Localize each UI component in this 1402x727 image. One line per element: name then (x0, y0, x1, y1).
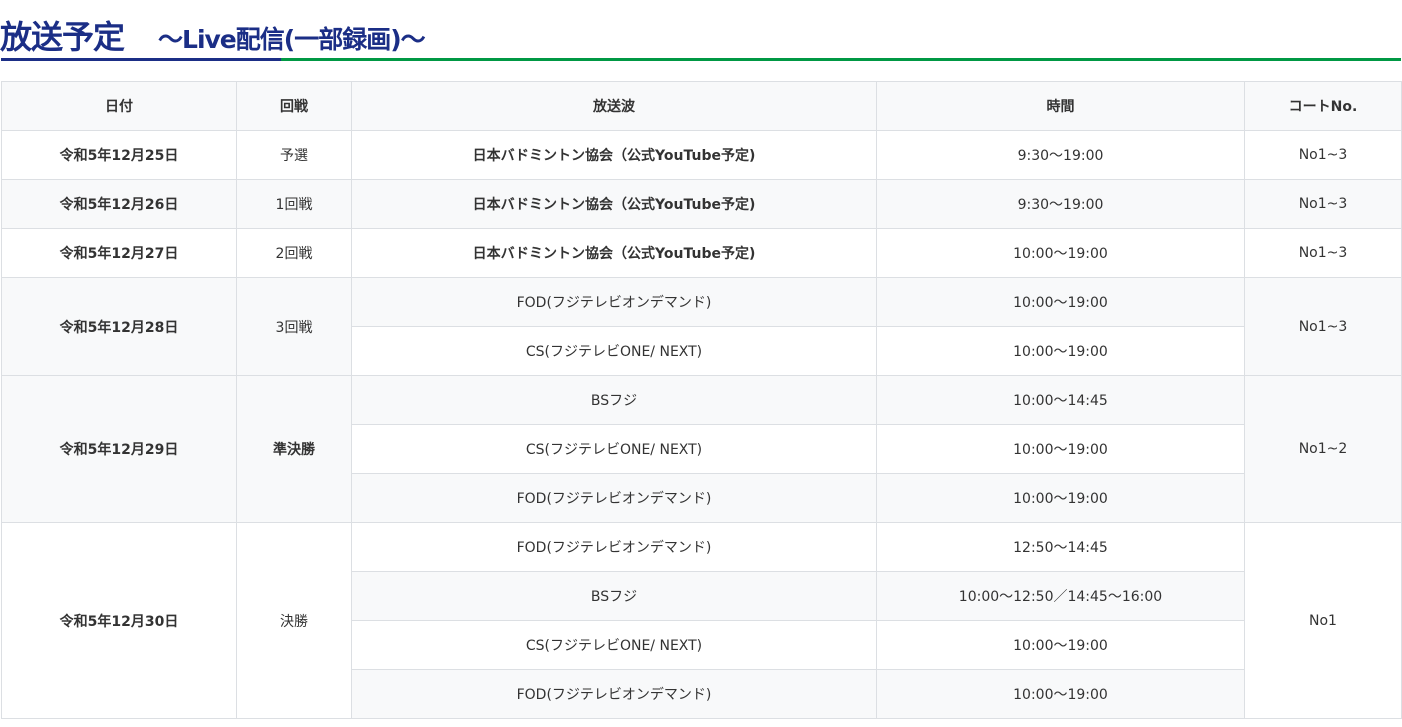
channel-cell: CS(フジテレビONE/ NEXT) (351, 620, 877, 670)
court-cell: No1~3 (1244, 130, 1402, 180)
channel-cell: FOD(フジテレビオンデマンド) (351, 277, 877, 327)
court-cell: No1~3 (1244, 228, 1402, 278)
table-row: 令和5年12月28日 3回戦 FOD(フジテレビオンデマンド) 10:00〜19:00… (1, 277, 1402, 376)
table-row: 令和5年12月29日 準決勝 BSフジ 10:00〜14:45 No1~2 (1, 375, 1402, 523)
table-row: 令和5年12月27日 2回戦 日本バドミントン協会（公式YouTube予定) 10:0… (1, 228, 1402, 278)
column-header: 回戦 (236, 81, 352, 131)
time-cell: 10:00〜19:00 (876, 669, 1245, 719)
round-cell: 予選 (236, 130, 352, 180)
date-cell: 令和5年12月25日 (1, 130, 237, 180)
court-cell: No1~3 (1244, 277, 1402, 376)
column-header: コートNo. (1244, 81, 1402, 131)
round-cell: 決勝 (236, 522, 352, 719)
table-row: CS(フジテレビONE/ NEXT) 10:00〜19:00 (2, 326, 1402, 376)
time-cell: 9:30〜19:00 (876, 130, 1245, 180)
channel-cell: 日本バドミントン協会（公式YouTube予定) (351, 228, 877, 278)
date-cell: 令和5年12月26日 (1, 179, 237, 229)
time-cell: 10:00〜19:00 (876, 228, 1245, 278)
date-cell: 令和5年12月28日 (1, 277, 237, 376)
time-cell: 10:00〜19:00 (876, 473, 1245, 523)
channel-cell: BSフジ (351, 571, 877, 621)
title-underline (1, 58, 281, 61)
time-cell: 10:00〜14:45 (876, 375, 1245, 425)
channel-cell: FOD(フジテレビオンデマンド) (351, 669, 877, 719)
broadcast-schedule-table: 日付 回戦 放送波 時間 コートNo. 令和5年12月25日 予選 日本バドミントン協会（公… (1, 81, 1402, 719)
time-cell: 10:00〜12:50／14:45〜16:00 (876, 571, 1245, 621)
court-cell: No1~2 (1244, 375, 1402, 523)
table-row: FOD(フジテレビオンデマンド) 10:00〜19:00 (2, 669, 1402, 719)
round-cell: 3回戦 (236, 277, 352, 376)
channel-cell: BSフジ (351, 375, 877, 425)
table-row: BSフジ 10:00〜12:50／14:45〜16:00 (2, 571, 1402, 621)
section-header: 放送予定 ～Live配信(一部録画)～ (0, 0, 1402, 62)
time-cell: 9:30〜19:00 (876, 179, 1245, 229)
channel-cell: FOD(フジテレビオンデマンド) (351, 522, 877, 572)
column-header: 日付 (1, 81, 237, 131)
time-cell: 10:00〜19:00 (876, 326, 1245, 376)
court-cell: No1 (1244, 522, 1402, 719)
channel-cell: FOD(フジテレビオンデマンド) (351, 473, 877, 523)
page-subtitle: ～Live配信(一部録画)～ (158, 25, 426, 54)
channel-cell: CS(フジテレビONE/ NEXT) (351, 326, 877, 376)
table-row: 令和5年12月25日 予選 日本バドミントン協会（公式YouTube予定) 9:30〜… (1, 130, 1402, 180)
channel-cell: 日本バドミントン協会（公式YouTube予定) (351, 179, 877, 229)
court-cell: No1~3 (1244, 179, 1402, 229)
time-cell: 10:00〜19:00 (876, 277, 1245, 327)
table-row: 令和5年12月30日 決勝 FOD(フジテレビオンデマンド) 12:50〜14:45 N… (1, 522, 1402, 719)
table-row: CS(フジテレビONE/ NEXT) 10:00〜19:00 (2, 424, 1402, 474)
table-row: 令和5年12月26日 1回戦 日本バドミントン協会（公式YouTube予定) 9:30… (1, 179, 1402, 229)
column-header: 時間 (876, 81, 1245, 131)
title-divider (281, 58, 1401, 61)
table-row: FOD(フジテレビオンデマンド) 10:00〜19:00 (2, 473, 1402, 523)
round-cell: 2回戦 (236, 228, 352, 278)
round-cell: 1回戦 (236, 179, 352, 229)
time-cell: 10:00〜19:00 (876, 620, 1245, 670)
page-title: 放送予定 ～Live配信(一部録画)～ (0, 18, 426, 56)
channel-cell: 日本バドミントン協会（公式YouTube予定) (351, 130, 877, 180)
round-cell: 準決勝 (236, 375, 352, 523)
date-cell: 令和5年12月27日 (1, 228, 237, 278)
time-cell: 10:00〜19:00 (876, 424, 1245, 474)
time-cell: 12:50〜14:45 (876, 522, 1245, 572)
date-cell: 令和5年12月29日 (1, 375, 237, 523)
column-header: 放送波 (351, 81, 877, 131)
date-cell: 令和5年12月30日 (1, 522, 237, 719)
channel-cell: CS(フジテレビONE/ NEXT) (351, 424, 877, 474)
table-row: CS(フジテレビONE/ NEXT) 10:00〜19:00 (2, 620, 1402, 670)
